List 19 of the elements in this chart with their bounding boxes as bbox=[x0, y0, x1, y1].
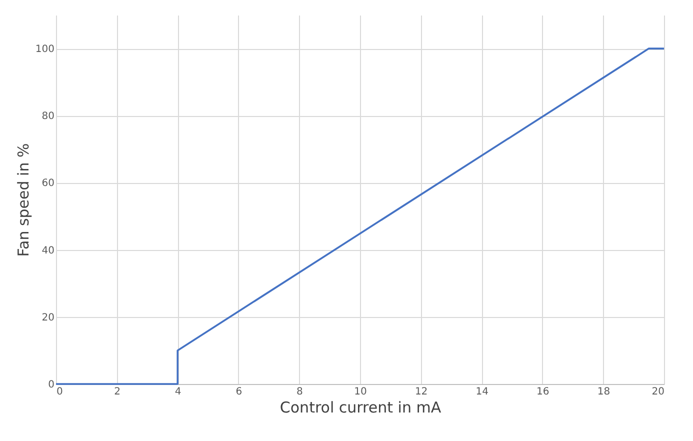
y-tick-label: 100 bbox=[35, 44, 54, 56]
x-tick-label: 18 bbox=[597, 386, 610, 398]
x-tick-label: 20 bbox=[652, 386, 664, 398]
x-tick-label: 14 bbox=[476, 386, 488, 398]
y-tick-label: 0 bbox=[48, 380, 54, 390]
x-tick-label: 4 bbox=[174, 386, 182, 398]
y-axis-title: Fan speed in % bbox=[14, 143, 32, 257]
y-tick-label: 80 bbox=[42, 111, 54, 122]
y-tick-label: 20 bbox=[42, 312, 54, 324]
y-tick-label: 60 bbox=[42, 178, 54, 190]
x-tick-label: 6 bbox=[236, 386, 242, 398]
x-tick-label: 8 bbox=[296, 386, 303, 398]
x-tick-label: 0 bbox=[56, 386, 63, 398]
x-tick-label: 16 bbox=[536, 386, 550, 398]
x-axis-title: Control current in mA bbox=[280, 398, 442, 416]
x-tick-label: 2 bbox=[114, 386, 120, 398]
y-tick-label: 40 bbox=[42, 245, 54, 256]
x-tick-label: 10 bbox=[354, 386, 367, 398]
x-tick-label: 12 bbox=[414, 386, 428, 398]
